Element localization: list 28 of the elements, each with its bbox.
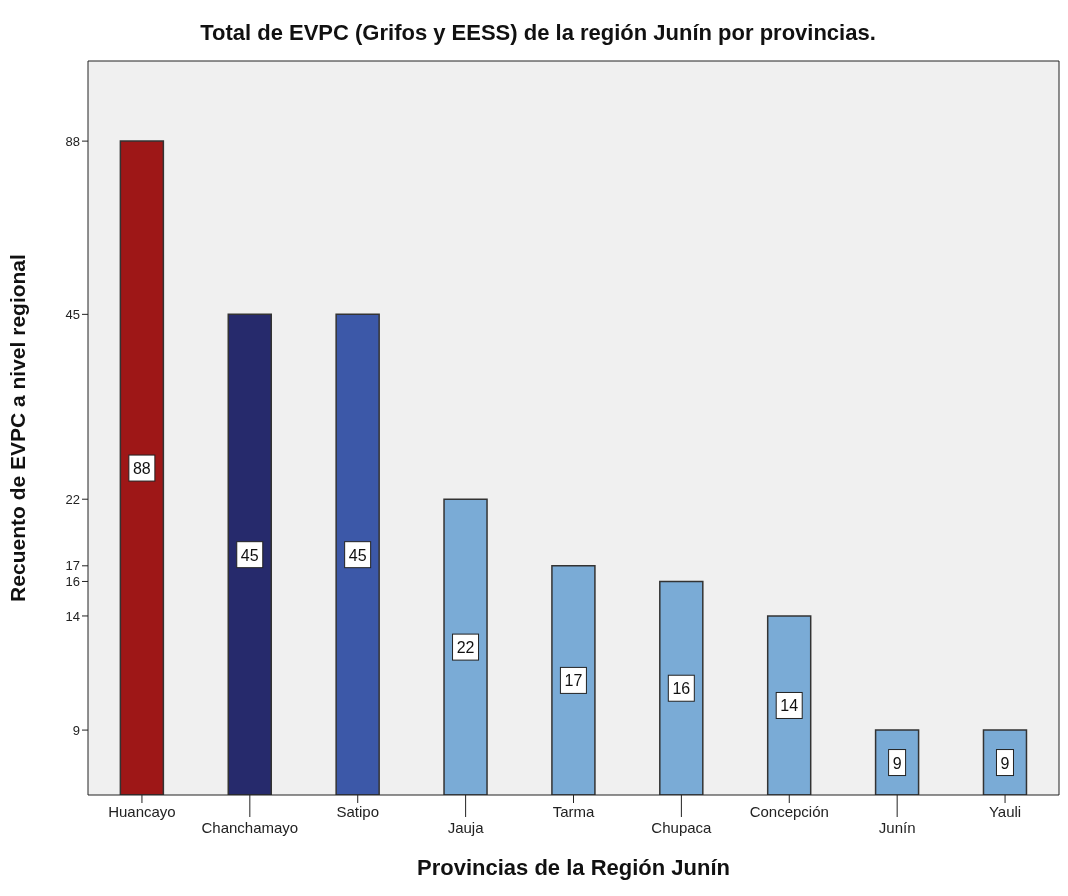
x-tick-label: Huancayo [108,803,176,820]
x-tick-label: Jauja [447,819,485,836]
y-tick-label: 17 [65,558,80,574]
data-label: 88 [132,460,151,478]
y-tick-label: 45 [65,306,80,322]
x-tick-label: Chupaca [651,819,713,836]
data-label: 22 [456,639,475,657]
data-label: 45 [348,546,367,564]
y-tick-label: 22 [65,491,80,507]
data-label: 17 [564,672,583,690]
y-tick-label: 14 [65,608,80,624]
data-label: 45 [240,546,259,564]
x-tick-label: Satipo [336,803,379,820]
x-tick-label: Tarma [552,803,595,820]
y-tick-label: 88 [65,133,80,149]
y-tick-label: 9 [72,722,80,738]
x-tick-label: Junín [878,819,916,836]
chart-title: Total de EVPC (Grifos y EESS) de la región Junín por provincias. [199,20,877,46]
y-axis-title: Recuento de EVPC a nivel regional [6,254,30,602]
x-tick-label: Concepción [749,803,829,820]
x-tick-label: Chanchamayo [201,819,299,836]
data-label: 14 [780,697,799,715]
data-label: 16 [672,680,691,698]
data-label: 9 [892,754,902,772]
x-tick-label: Yauli [988,803,1022,820]
x-axis-title: Provincias de la Región Junín [417,855,730,880]
y-tick-label: 16 [65,574,80,590]
data-label: 9 [1000,754,1010,772]
